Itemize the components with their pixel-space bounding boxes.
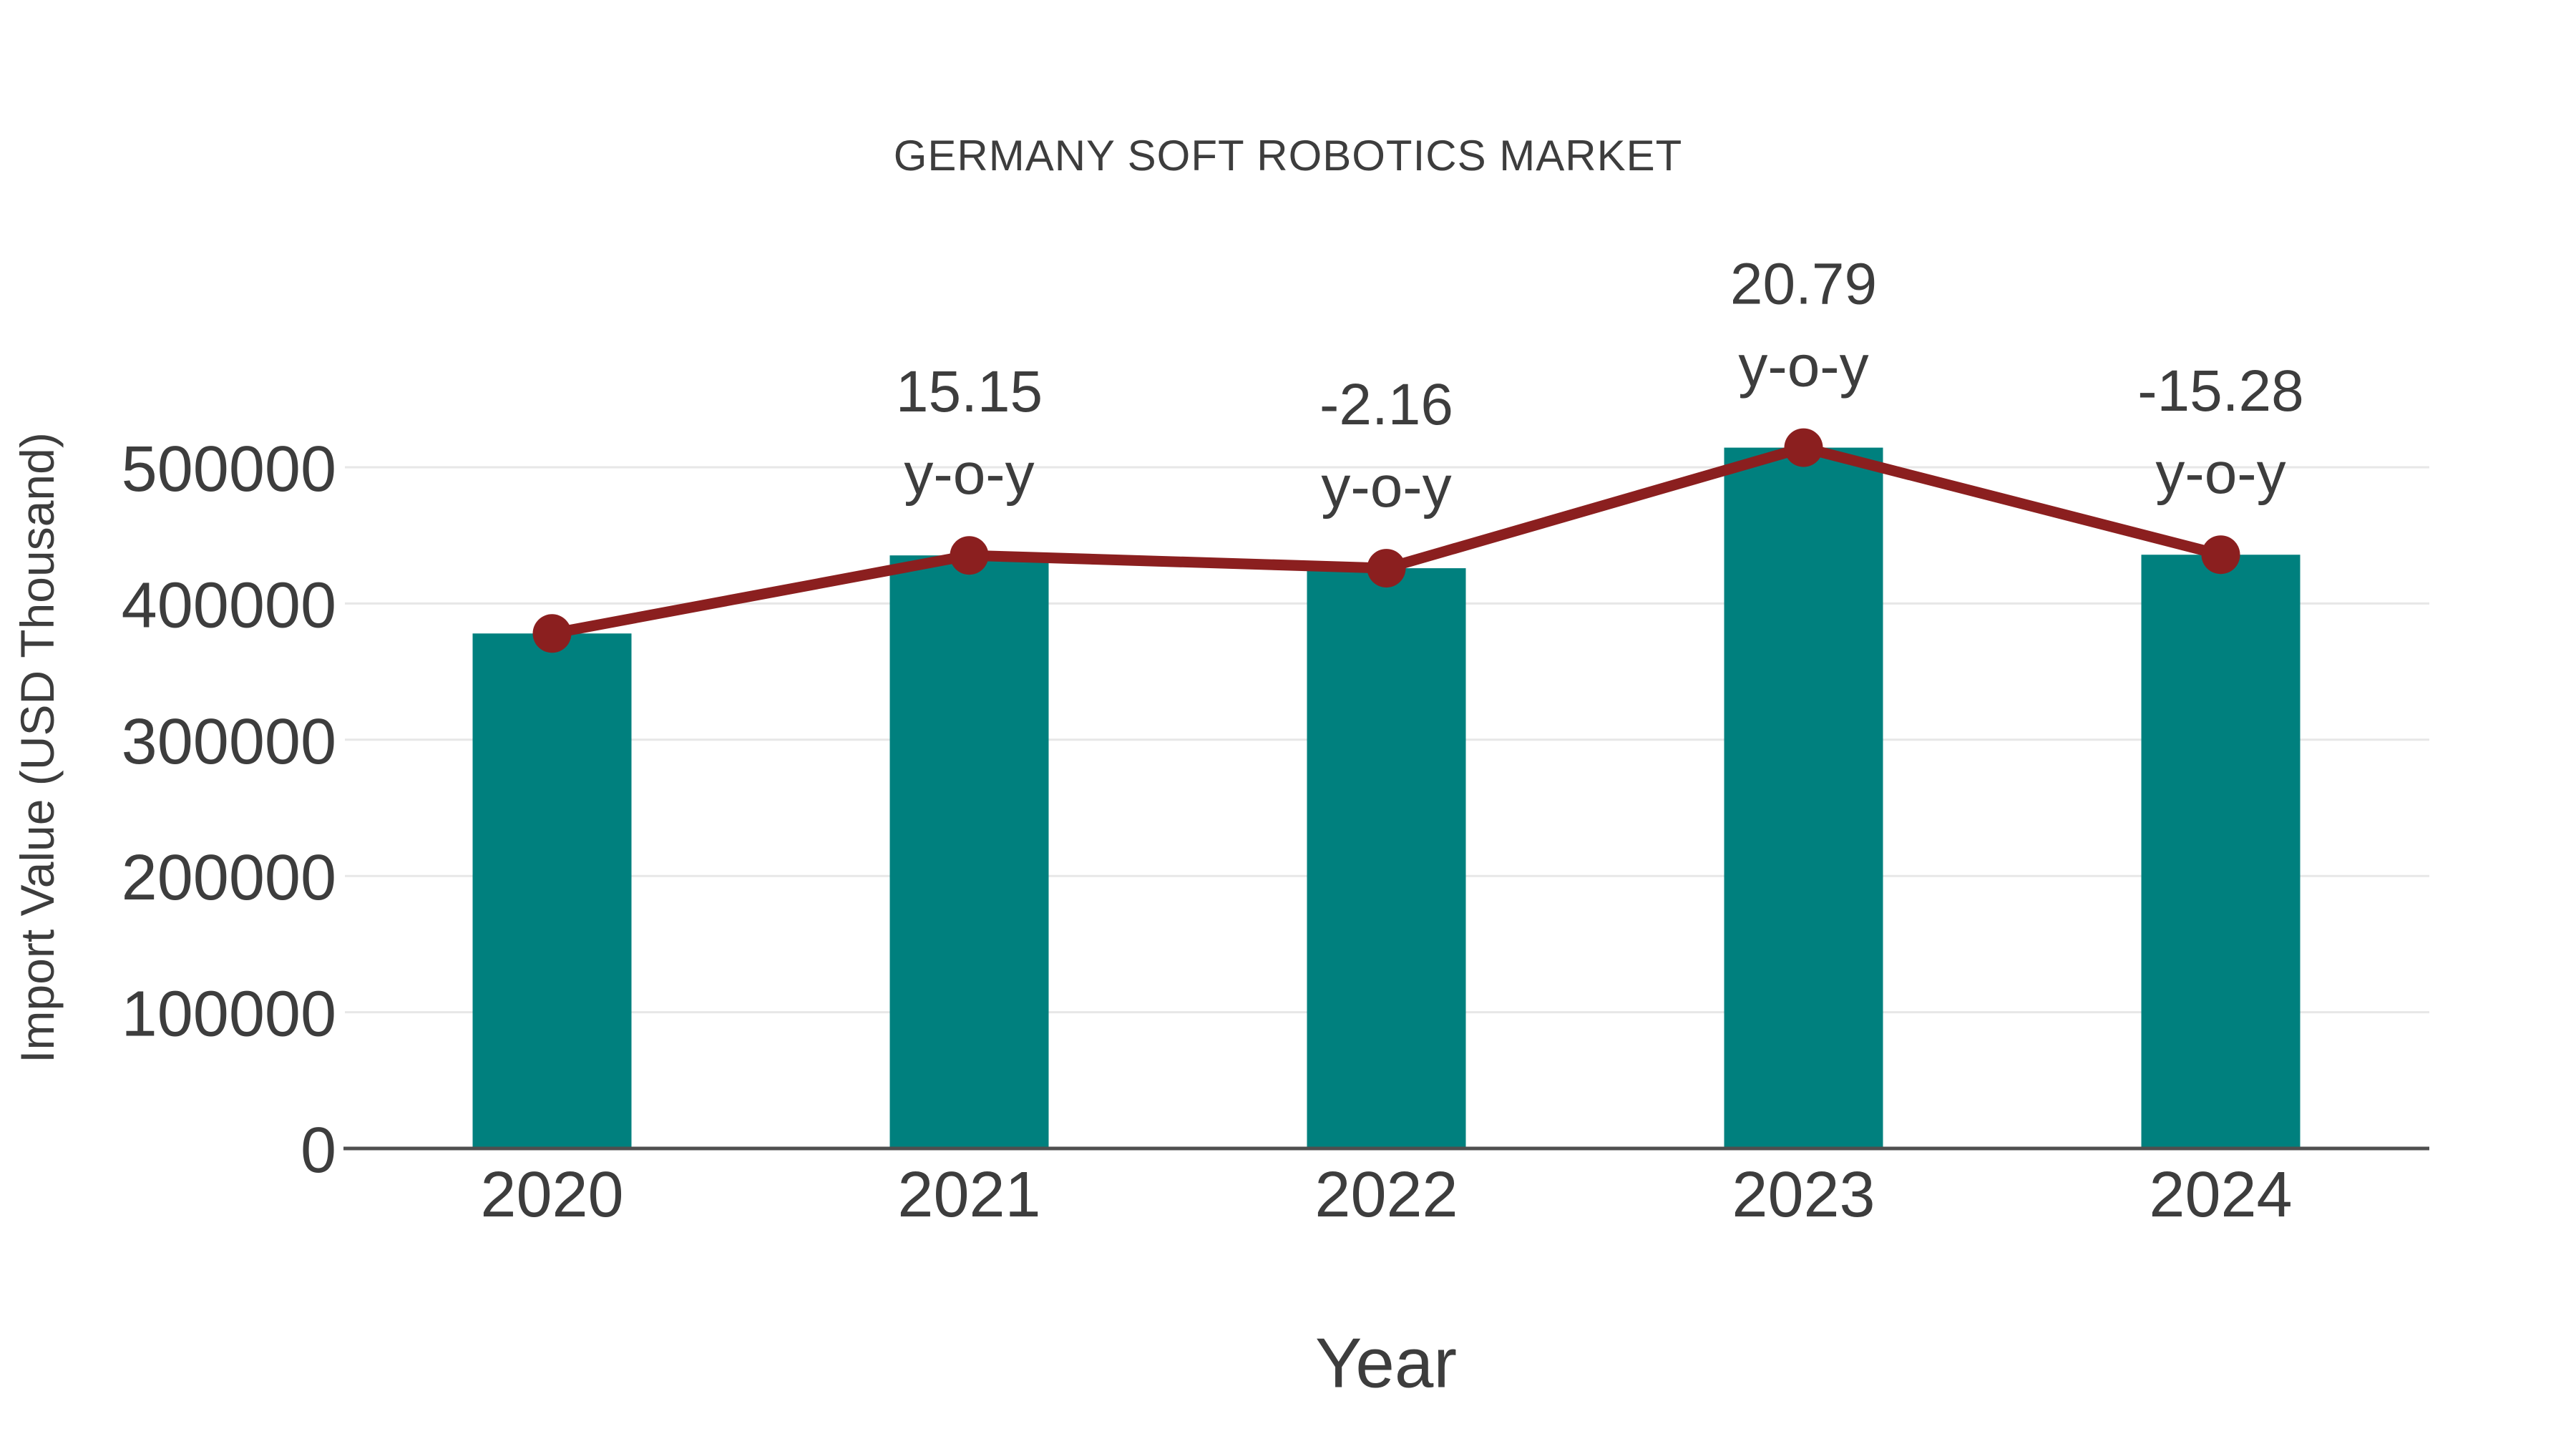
annotation-unit: y-o-y <box>1321 454 1451 519</box>
annotation-unit: y-o-y <box>2155 441 2285 506</box>
annotation-unit: y-o-y <box>904 441 1034 507</box>
trend-marker-2024 <box>2201 535 2240 575</box>
x-tick-label: 2021 <box>897 1159 1040 1231</box>
trend-marker-2021 <box>950 536 989 575</box>
y-tick-label: 500000 <box>122 434 336 505</box>
bar-2023 <box>1724 447 1883 1148</box>
x-tick-label: 2024 <box>2149 1159 2292 1231</box>
y-tick-label: 300000 <box>122 706 336 778</box>
bar-2024 <box>2141 555 2301 1148</box>
y-tick-label: 400000 <box>122 570 336 641</box>
x-tick-label: 2022 <box>1314 1159 1458 1231</box>
y-tick-label: 200000 <box>122 842 336 914</box>
annotation-value: -2.16 <box>1319 372 1453 437</box>
y-tick-label: 0 <box>301 1115 336 1186</box>
trend-marker-2023 <box>1784 428 1823 467</box>
annotation-value: 15.15 <box>896 359 1043 424</box>
x-tick-label: 2023 <box>1732 1159 1875 1231</box>
bar-2022 <box>1307 568 1466 1148</box>
x-tick-label: 2020 <box>480 1159 623 1231</box>
bar-2020 <box>472 633 632 1148</box>
annotation-value: 20.79 <box>1730 252 1877 317</box>
bar-2021 <box>889 555 1049 1148</box>
x-axis-title: Year <box>1314 1323 1458 1402</box>
trend-marker-2022 <box>1367 549 1406 588</box>
annotation-unit: y-o-y <box>1738 334 1868 399</box>
chart-title: GERMANY SOFT ROBOTICS MARKET <box>893 132 1683 180</box>
trend-marker-2020 <box>532 614 572 653</box>
y-tick-label: 100000 <box>122 979 336 1050</box>
annotation-value: -15.28 <box>2137 358 2304 424</box>
